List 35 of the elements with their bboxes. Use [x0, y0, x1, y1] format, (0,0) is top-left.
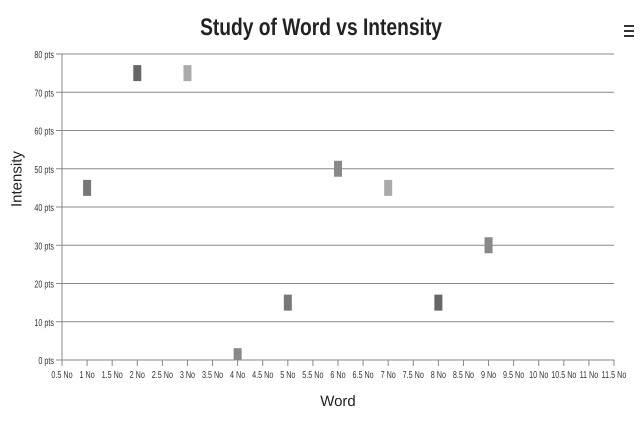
- y-tick-label: 30 pts: [34, 240, 55, 252]
- x-axis-title: Word: [320, 393, 356, 410]
- chart-title: Study of Word vs Intensity: [199, 13, 443, 43]
- x-tick-label: 5.5 No: [302, 368, 324, 380]
- y-tick-label: 40 pts: [34, 202, 55, 214]
- y-tick-label: 0 pts: [38, 354, 55, 366]
- x-tick-label: 8 No: [430, 368, 446, 380]
- x-tick-label: 10.5 No: [551, 368, 577, 380]
- x-tick-label: 11 No: [580, 368, 598, 380]
- x-tick-label: 2.5 No: [152, 368, 174, 380]
- y-tick-label: 70 pts: [34, 87, 55, 99]
- x-tick-label: 3.5 No: [202, 368, 224, 380]
- x-tick-label: 1 No: [79, 368, 95, 380]
- y-tick-label: 60 pts: [34, 125, 55, 137]
- y-tick-label: 50 pts: [34, 164, 55, 176]
- x-tick-label: 7 No: [380, 368, 396, 380]
- x-tick-label: 4.5 No: [252, 368, 274, 380]
- x-tick-label: 5 No: [280, 368, 296, 380]
- x-tick-label: 11.5 No: [602, 368, 626, 380]
- y-tick-label: 10 pts: [34, 316, 55, 328]
- x-tick-label: 4 No: [230, 368, 246, 380]
- x-tick-label: 7.5 No: [402, 368, 424, 380]
- x-tick-label: 10 No: [529, 368, 548, 380]
- x-tick-label: 1.5 No: [102, 368, 123, 380]
- x-tick-label: 6 No: [330, 368, 346, 380]
- x-tick-label: 6.5 No: [352, 368, 374, 380]
- y-tick-label: 20 pts: [34, 278, 55, 290]
- x-tick-label: 3 No: [180, 368, 196, 380]
- x-tick-label: 0.5 No: [51, 368, 73, 380]
- x-tick-label: 9 No: [480, 368, 496, 380]
- x-tick-label: 2 No: [130, 368, 145, 380]
- x-tick-label: 9.5 No: [503, 368, 524, 380]
- x-tick-label: 8.5 No: [452, 368, 474, 380]
- y-tick-label: 80 pts: [34, 48, 55, 60]
- y-axis-title: Intensity: [8, 150, 26, 207]
